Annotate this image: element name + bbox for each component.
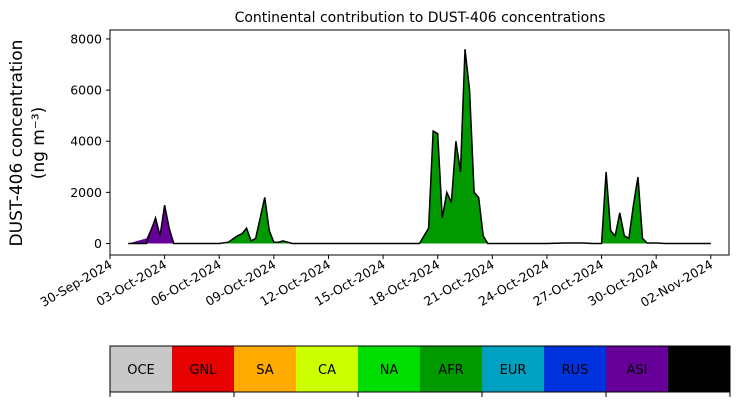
legend-label-eur: EUR [500, 363, 527, 378]
y-tick-label: 0 [94, 236, 102, 251]
legend-label-afr: AFR [438, 363, 463, 378]
series-area-rus [128, 49, 711, 244]
y-tick-label: 4000 [70, 134, 102, 149]
legend-swatch-na [358, 346, 420, 392]
legend-label-rus: RUS [562, 363, 589, 378]
legend-swatch-sa [234, 346, 296, 392]
y-axis-ticks: 0 2000 4000 6000 8000 [70, 31, 110, 251]
chart-title: Continental contribution to DUST-406 con… [235, 10, 606, 26]
legend-swatch-aus [668, 346, 730, 392]
y-tick-label: 2000 [70, 185, 102, 200]
legend-swatch-gnl [172, 346, 234, 392]
y-axis-label-line1: DUST-406 concentration [7, 40, 27, 247]
legend-swatch-asi [606, 346, 668, 392]
legend-swatch-afr [420, 346, 482, 392]
x-axis-ticks: 30-Sep-202403-Oct-202406-Oct-202409-Oct-… [37, 255, 715, 310]
y-tick-label: 8000 [70, 31, 102, 46]
continent-legend: OCE GNL SA CA NA AFR EUR RUS ASI AUS [109, 345, 731, 397]
series-layer [128, 49, 711, 244]
legend-label-asi: ASI [627, 363, 648, 378]
y-axis-label-line2: (ng m⁻³) [29, 107, 49, 180]
series-area-aus [128, 49, 711, 244]
series-area-eur [128, 49, 711, 244]
legend-label-aus: AUS [686, 363, 713, 378]
y-axis-label: DUST-406 concentration (ng m⁻³) [7, 40, 49, 247]
legend-swatch-ca [296, 346, 358, 392]
legend-frame [109, 345, 731, 393]
legend-swatch-rus [544, 346, 606, 392]
legend-label-na: NA [380, 363, 399, 378]
legend-swatch-eur [482, 346, 544, 392]
series-area-afr [128, 49, 711, 244]
total-outline [128, 49, 711, 245]
legend-swatch-oce [110, 346, 172, 392]
y-tick-label: 6000 [70, 83, 102, 98]
legend-label-gnl: GNL [189, 363, 217, 378]
series-area-asi [128, 49, 711, 244]
legend-label-sa: SA [256, 363, 273, 378]
legend-label-oce: OCE [127, 363, 155, 378]
legend-label-ca: CA [318, 363, 336, 378]
plot-frame [109, 29, 730, 256]
